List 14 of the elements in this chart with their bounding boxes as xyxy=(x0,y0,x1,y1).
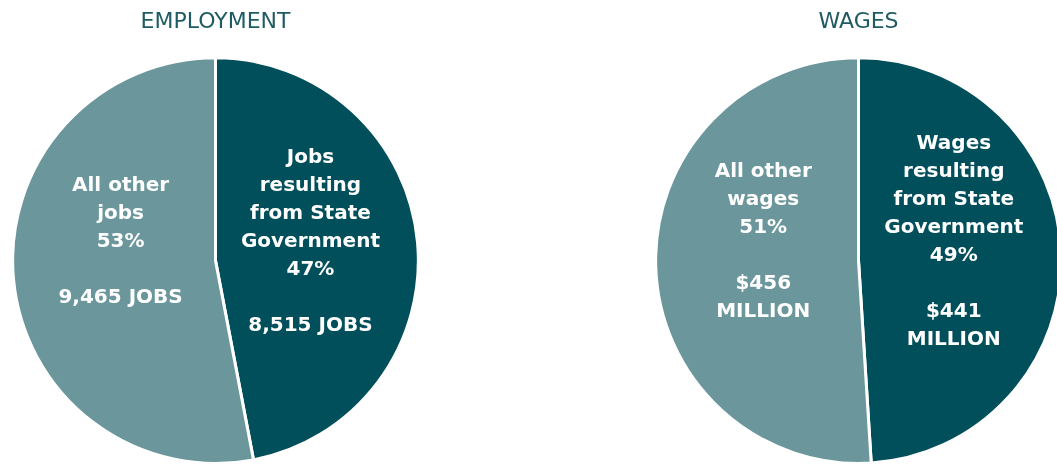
slice-label: Wages resulting from State Government xyxy=(884,130,1024,239)
slice-label: All other wages xyxy=(714,158,812,211)
text: 8,515 JOBS xyxy=(248,312,373,337)
text: $441 MILLION xyxy=(906,298,1001,351)
chart-title: WAGES xyxy=(818,7,899,33)
chart-title: EMPLOYMENT xyxy=(140,7,292,33)
data-label: 51% xyxy=(739,214,788,239)
data-label: 49% xyxy=(929,242,978,267)
text: 9,465 JOBS xyxy=(58,284,183,309)
slice-label: Jobs resulting from State Government xyxy=(240,144,381,253)
data-label: 47% xyxy=(286,256,335,281)
data-label: 53% xyxy=(96,228,145,253)
slice-label: All other jobs xyxy=(72,172,170,225)
text: $456 MILLION xyxy=(716,270,811,323)
